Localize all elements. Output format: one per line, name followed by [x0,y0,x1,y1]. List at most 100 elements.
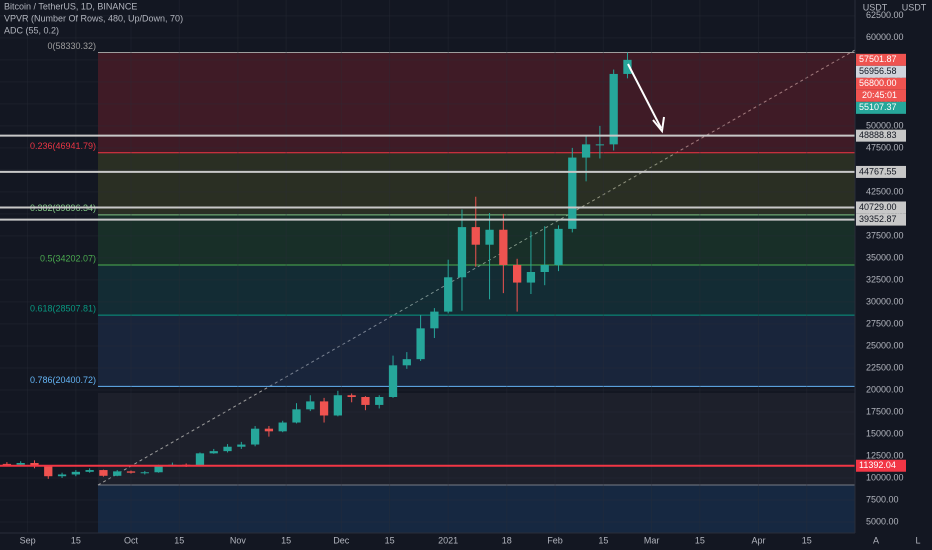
candle-body [30,463,39,466]
candle-body [140,472,149,474]
candle-body [306,401,315,410]
level-label-box [856,165,906,178]
candle-body [375,396,384,405]
candle-body [319,401,329,416]
countdown-box [856,89,906,102]
y-tick-label: 35000.00 [866,252,904,262]
header-symbol: Bitcoin / TetherUS, 1D, BINANCE [4,1,137,11]
candle-body [16,463,25,465]
header-indicator: VPVR (Number Of Rows, 480, Up/Down, 70) [4,13,183,23]
level-label-box [856,459,906,472]
currency-label: USDT [863,2,888,12]
level-label: 11392.04 [859,460,896,470]
y-tick-label: 60000.00 [866,32,904,42]
header-indicator: ADC (55, 0.2) [4,25,59,35]
candle-body [250,428,260,445]
price-label-box [856,77,906,90]
candle-body [540,264,549,273]
price-label-box [856,65,906,78]
candles [2,52,632,479]
y-tick-label: 7500.00 [866,494,899,504]
y-tick-label: 47500.00 [866,142,904,152]
candle-body [264,428,274,432]
candle-body [526,272,536,283]
candle-body [416,328,425,360]
candle-body [581,144,591,158]
countdown: 20:45:01 [862,90,897,100]
y-tick-label: 37500.00 [866,230,904,240]
x-tick-label: Apr [751,535,765,545]
y-tick-label: 22500.00 [866,362,904,372]
candle-body [278,422,287,432]
candle-body [292,409,301,423]
x-tick-label: Feb [547,535,563,545]
y-tick-label: 50000.00 [866,120,904,130]
fib-zone-bottom [98,393,855,485]
level-label: 39352.87 [859,214,897,224]
level-label-box [856,129,906,142]
fib-label: 0(58330.32) [47,41,96,51]
log-button[interactable]: L [915,535,920,545]
candle-body [113,471,122,476]
x-tick-label: 18 [502,535,512,545]
candle-body [499,229,508,265]
candle-body [333,395,342,416]
x-tick-label: Dec [333,535,350,545]
x-tick-label: 15 [695,535,705,545]
candle-body [347,395,356,397]
x-tick-label: 15 [71,535,81,545]
trend-line [97,49,856,486]
axis-group: 5000.00 7500.00 10000.00 12500.00 15000.00 17… [20,10,906,545]
x-tick-label: Nov [230,535,247,545]
x-tick-label: Mar [644,535,660,545]
x-tick-label: Sep [20,535,36,545]
fib-zone [98,315,855,387]
candle-body [402,359,411,366]
candle-body [71,471,80,475]
candle-body [485,229,494,245]
x-tick-label: 15 [802,535,812,545]
price-label: 57501.87 [859,54,897,64]
y-tick-label: 15000.00 [866,428,904,438]
y-tick-label: 5000.00 [866,516,899,526]
y-tick-label: 25000.00 [866,340,904,350]
candle-body [444,277,453,312]
x-tick-label: Oct [124,535,139,545]
candle-body [361,396,370,405]
fib-zone [98,264,855,316]
candle-body [2,463,12,465]
candle-body [85,470,94,472]
level-label: 40729.00 [859,202,897,212]
level-label-box [856,213,906,226]
candle-body [44,465,53,477]
candle-body [195,453,205,466]
currency-label: USDT [902,2,927,12]
fib-label: 0.5(34202.07) [40,253,96,263]
candle-body [471,227,480,245]
candle-body [513,264,522,283]
candle-body [430,311,439,329]
candle-body [623,59,632,74]
arrow [627,63,662,129]
price-label: 55107.37 [859,102,897,112]
level-label-box [856,201,906,214]
levels [0,134,855,467]
candle-body [99,470,108,476]
x-tick-label: 15 [385,535,395,545]
candle-body [223,446,232,452]
level-label: 48888.83 [859,130,897,140]
x-tick-label: 2021 [438,535,458,545]
y-tick-label: 27500.00 [866,318,904,328]
fib-zone [98,52,855,153]
fib-label: 0.786(20400.72) [30,375,96,385]
candle-body [609,73,618,145]
y-tick-label: 42500.00 [866,186,904,196]
candle-body [237,444,246,447]
auto-button[interactable]: A [873,535,879,545]
candle-body [154,465,163,473]
price-label-box [856,101,906,114]
candle-body [209,451,218,454]
y-tick-label: 10000.00 [866,472,904,482]
